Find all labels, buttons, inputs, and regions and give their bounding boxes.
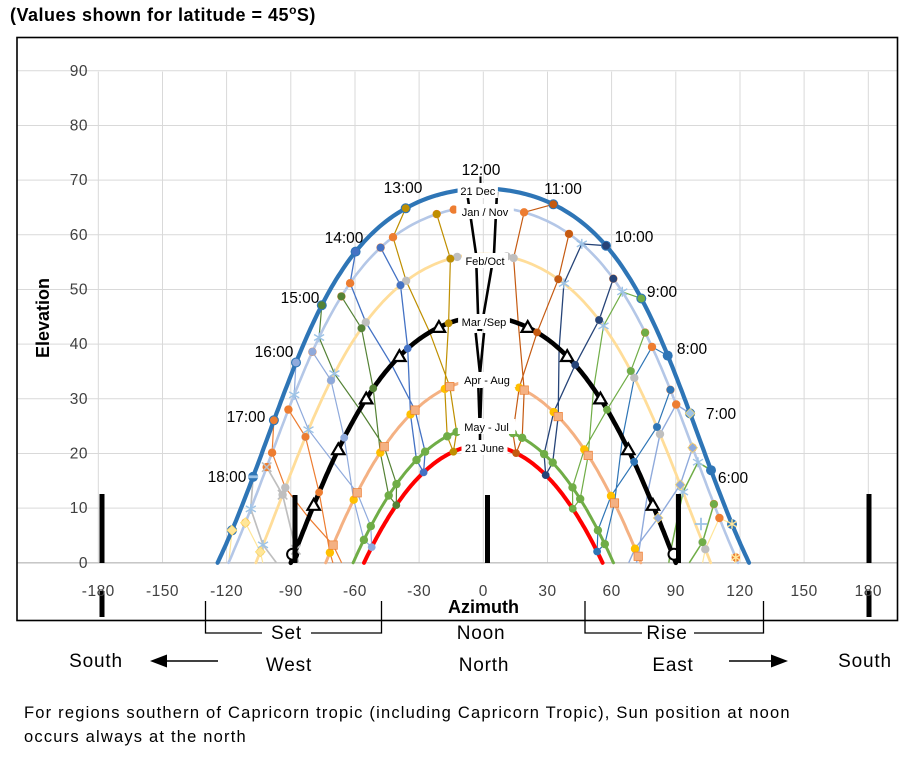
svg-text:8:00: 8:00 — [677, 341, 708, 358]
svg-text:30: 30 — [538, 583, 556, 600]
svg-text:Jan / Nov: Jan / Nov — [462, 207, 509, 219]
svg-text:16:00: 16:00 — [255, 344, 294, 361]
svg-text:80: 80 — [70, 117, 88, 134]
svg-text:-90: -90 — [279, 583, 303, 600]
svg-text:13:00: 13:00 — [384, 180, 423, 197]
svg-text:Elevation: Elevation — [33, 278, 53, 358]
svg-text:6:00: 6:00 — [718, 470, 749, 487]
svg-text:Apr - Aug: Apr - Aug — [464, 375, 510, 387]
svg-text:-60: -60 — [343, 583, 367, 600]
svg-text:10: 10 — [70, 500, 88, 517]
svg-text:14:00: 14:00 — [325, 230, 364, 247]
svg-text:Feb/Oct: Feb/Oct — [465, 256, 504, 268]
svg-text:90: 90 — [667, 583, 685, 600]
svg-text:0: 0 — [79, 555, 88, 572]
svg-text:10:00: 10:00 — [615, 229, 654, 246]
svg-text:60: 60 — [603, 583, 621, 600]
svg-text:40: 40 — [70, 336, 88, 353]
svg-text:90: 90 — [70, 63, 88, 80]
svg-text:Rise: Rise — [646, 623, 687, 644]
svg-text:Noon: Noon — [457, 623, 506, 644]
svg-text:Azimuth: Azimuth — [448, 597, 519, 617]
svg-text:17:00: 17:00 — [227, 409, 266, 426]
svg-text:South: South — [838, 651, 892, 672]
svg-text:12:00: 12:00 — [462, 162, 501, 179]
svg-text:Mar /Sep: Mar /Sep — [462, 317, 507, 329]
svg-text:30: 30 — [70, 391, 88, 408]
svg-text:20: 20 — [70, 445, 88, 462]
svg-text:18:00: 18:00 — [208, 469, 247, 486]
svg-text:11:00: 11:00 — [544, 181, 582, 198]
svg-text:60: 60 — [70, 227, 88, 244]
svg-text:120: 120 — [726, 583, 753, 600]
svg-text:May - Jul: May - Jul — [464, 422, 509, 434]
svg-text:70: 70 — [70, 172, 88, 189]
svg-text:50: 50 — [70, 281, 88, 298]
svg-text:North: North — [459, 655, 509, 676]
svg-text:-30: -30 — [407, 583, 431, 600]
svg-text:West: West — [266, 655, 312, 676]
svg-text:East: East — [652, 655, 693, 676]
svg-text:South: South — [69, 651, 123, 672]
svg-text:-120: -120 — [210, 583, 243, 600]
svg-text:7:00: 7:00 — [706, 406, 737, 423]
svg-text:-180: -180 — [82, 583, 115, 600]
svg-text:9:00: 9:00 — [647, 284, 678, 301]
svg-text:Set: Set — [271, 623, 302, 644]
svg-text:21 Dec: 21 Dec — [460, 186, 495, 198]
svg-text:-150: -150 — [146, 583, 179, 600]
svg-text:180: 180 — [855, 583, 882, 600]
svg-text:15:00: 15:00 — [281, 290, 320, 307]
svg-text:0: 0 — [479, 583, 488, 600]
svg-text:21 June: 21 June — [465, 443, 504, 455]
svg-text:150: 150 — [790, 583, 817, 600]
